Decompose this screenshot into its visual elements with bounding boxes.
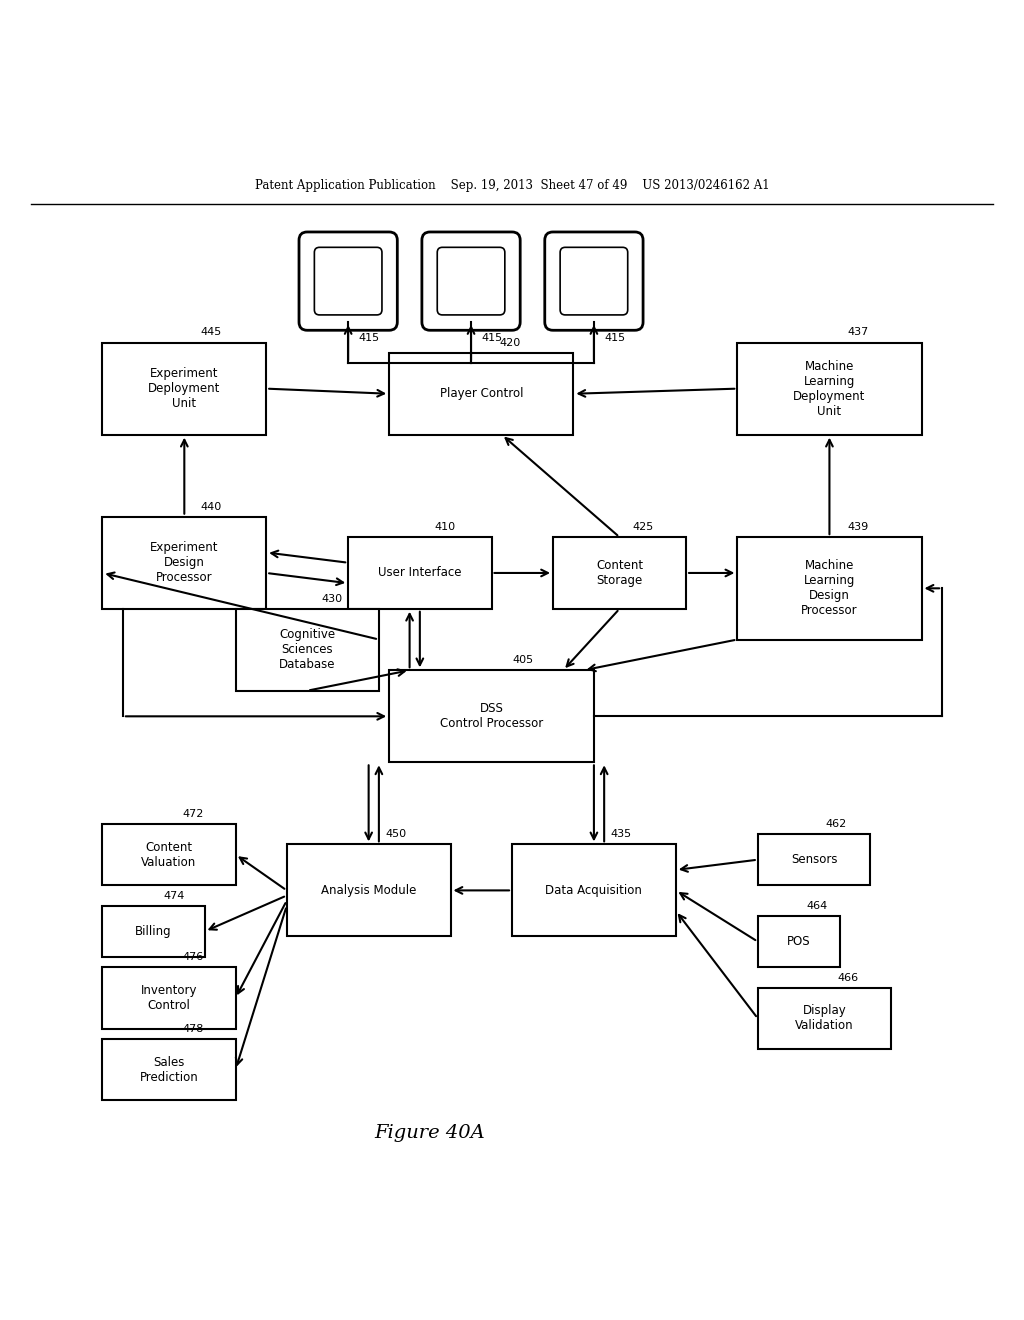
Text: Inventory
Control: Inventory Control (140, 983, 198, 1012)
FancyBboxPatch shape (512, 845, 676, 936)
FancyBboxPatch shape (758, 916, 840, 968)
FancyBboxPatch shape (348, 537, 492, 609)
FancyBboxPatch shape (299, 232, 397, 330)
Text: 476: 476 (182, 952, 204, 962)
FancyBboxPatch shape (102, 968, 236, 1028)
Text: Sales
Prediction: Sales Prediction (139, 1056, 199, 1084)
Text: 450: 450 (385, 829, 407, 840)
FancyBboxPatch shape (737, 343, 922, 434)
FancyBboxPatch shape (102, 906, 205, 957)
Text: DSS
Control Processor: DSS Control Processor (440, 702, 543, 730)
Text: 405: 405 (512, 655, 534, 665)
Text: 410: 410 (434, 521, 456, 532)
Text: 472: 472 (182, 809, 204, 818)
Text: 445: 445 (201, 327, 222, 338)
Text: Experiment
Design
Processor: Experiment Design Processor (151, 541, 218, 585)
Text: User Interface: User Interface (378, 566, 462, 579)
Text: Sensors: Sensors (791, 853, 838, 866)
Text: Data Acquisition: Data Acquisition (546, 884, 642, 896)
Text: Machine
Learning
Design
Processor: Machine Learning Design Processor (801, 560, 858, 618)
FancyBboxPatch shape (102, 516, 266, 609)
Text: 474: 474 (164, 891, 185, 900)
Text: Display
Validation: Display Validation (795, 1005, 854, 1032)
FancyBboxPatch shape (758, 987, 891, 1049)
Text: 478: 478 (182, 1024, 204, 1034)
FancyBboxPatch shape (737, 537, 922, 639)
Text: 440: 440 (201, 502, 222, 512)
Text: Content
Valuation: Content Valuation (141, 841, 197, 869)
Text: Machine
Learning
Deployment
Unit: Machine Learning Deployment Unit (794, 359, 865, 417)
FancyBboxPatch shape (389, 352, 573, 434)
FancyBboxPatch shape (102, 343, 266, 434)
FancyBboxPatch shape (545, 232, 643, 330)
Text: 437: 437 (848, 327, 869, 338)
Text: 464: 464 (807, 900, 828, 911)
Text: Content
Storage: Content Storage (596, 558, 643, 587)
Text: POS: POS (786, 935, 811, 948)
Text: Figure 40A: Figure 40A (375, 1125, 485, 1142)
Text: 415: 415 (481, 334, 503, 343)
FancyBboxPatch shape (314, 247, 382, 315)
Text: 430: 430 (322, 594, 343, 603)
Text: Player Control: Player Control (439, 387, 523, 400)
FancyBboxPatch shape (560, 247, 628, 315)
Text: 425: 425 (633, 521, 654, 532)
FancyBboxPatch shape (758, 834, 870, 886)
Text: 462: 462 (825, 818, 847, 829)
Text: Cognitive
Sciences
Database: Cognitive Sciences Database (279, 628, 336, 672)
FancyBboxPatch shape (287, 845, 451, 936)
FancyBboxPatch shape (102, 1039, 236, 1101)
FancyBboxPatch shape (437, 247, 505, 315)
Text: 466: 466 (838, 973, 859, 982)
Text: Analysis Module: Analysis Module (321, 884, 417, 896)
FancyBboxPatch shape (422, 232, 520, 330)
Text: Experiment
Deployment
Unit: Experiment Deployment Unit (148, 367, 220, 411)
Text: Patent Application Publication    Sep. 19, 2013  Sheet 47 of 49    US 2013/02461: Patent Application Publication Sep. 19, … (255, 180, 769, 193)
Text: 435: 435 (610, 829, 632, 840)
Text: Billing: Billing (135, 925, 172, 937)
FancyBboxPatch shape (102, 824, 236, 886)
Text: 415: 415 (358, 334, 380, 343)
FancyBboxPatch shape (553, 537, 686, 609)
Text: 420: 420 (500, 338, 521, 347)
Text: 439: 439 (848, 521, 869, 532)
FancyBboxPatch shape (389, 671, 594, 763)
FancyBboxPatch shape (236, 609, 379, 690)
Text: 415: 415 (604, 334, 626, 343)
